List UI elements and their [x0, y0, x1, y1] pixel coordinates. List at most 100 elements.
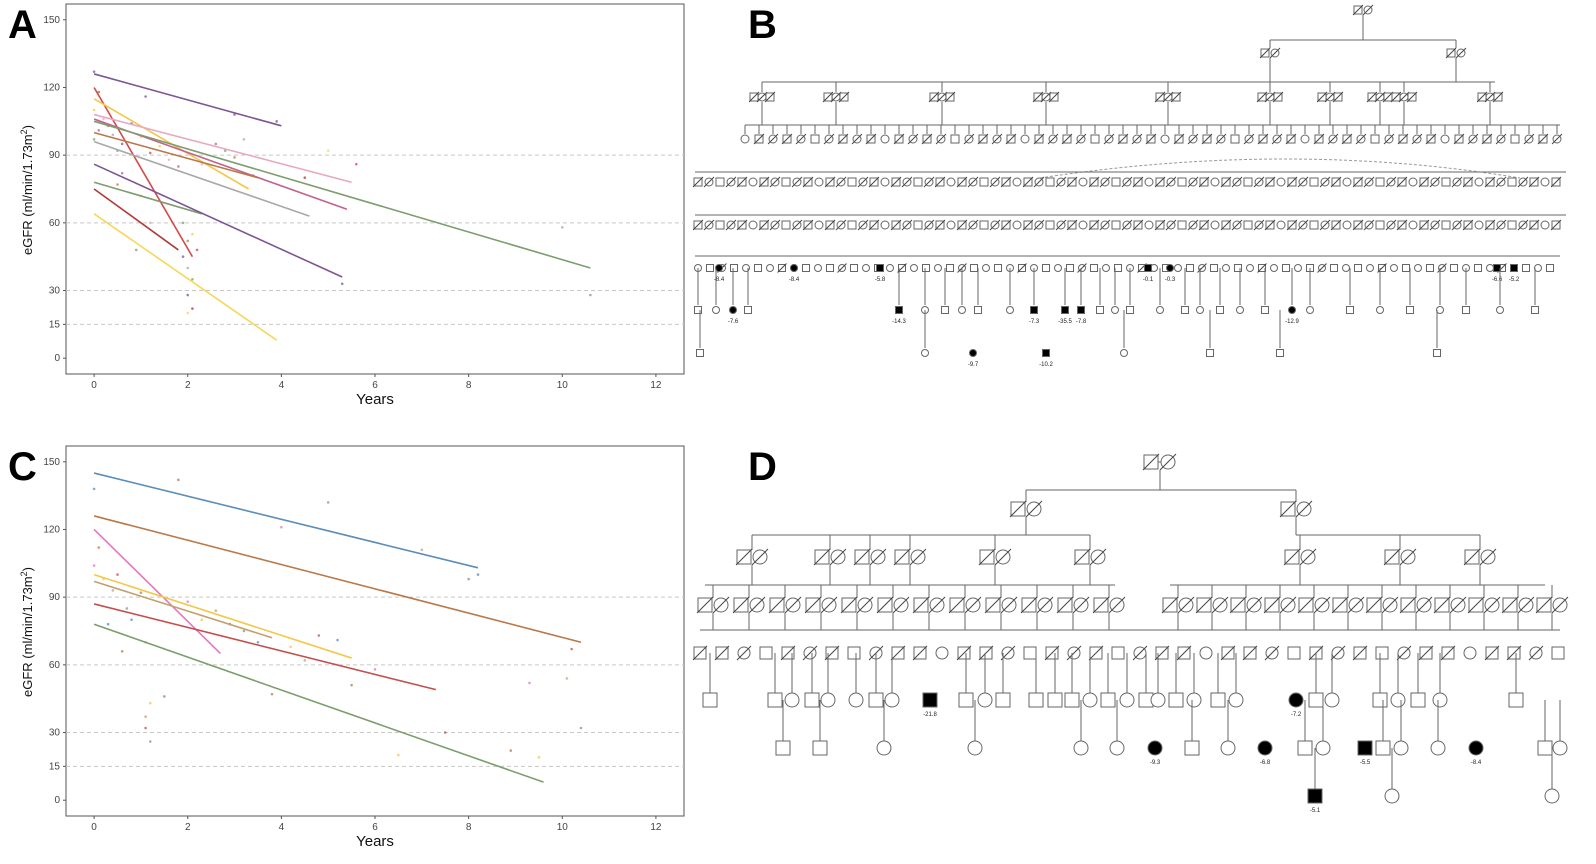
y-tick-label: 60	[49, 218, 61, 229]
deceased-mark	[1099, 219, 1111, 231]
female-symbol	[1294, 264, 1302, 272]
male-symbol	[1282, 264, 1290, 272]
male-symbol	[1047, 692, 1063, 708]
data-point	[420, 548, 424, 552]
affected-female	[1257, 740, 1273, 756]
affected-label: -12.9	[1285, 319, 1299, 325]
female-symbol	[1020, 134, 1030, 144]
male-symbol	[1042, 264, 1050, 272]
female-symbol	[1236, 306, 1244, 314]
male-symbol	[1261, 306, 1269, 314]
deceased-mark	[1383, 548, 1401, 566]
deceased-mark	[795, 133, 807, 145]
deceased-mark	[1044, 645, 1060, 661]
male-symbol	[696, 349, 704, 357]
deceased-mark	[1154, 91, 1166, 103]
data-point	[242, 629, 246, 633]
x-tick-label: 4	[279, 822, 285, 833]
male-symbol	[1177, 177, 1187, 187]
male-symbol	[1450, 264, 1458, 272]
deceased-mark	[921, 133, 933, 145]
y-tick-label: 30	[49, 286, 61, 297]
data-point	[195, 248, 199, 252]
deceased-mark	[967, 176, 979, 188]
male-symbol	[1354, 264, 1362, 272]
female-symbol	[1082, 692, 1098, 708]
male-symbol	[1309, 177, 1319, 187]
deceased-mark	[1324, 91, 1336, 103]
deceased-mark	[1396, 176, 1408, 188]
affected-label: -5.8	[875, 277, 886, 283]
data-point	[303, 176, 307, 180]
y-axis-label: eGFR (ml/min/1.73m2)	[19, 567, 35, 697]
male-symbol	[1181, 306, 1189, 314]
female-symbol	[1276, 177, 1286, 187]
deceased-mark	[1341, 133, 1353, 145]
female-symbol	[1073, 740, 1089, 756]
male-symbol	[1045, 220, 1055, 230]
data-point	[102, 117, 105, 121]
deceased-mark	[853, 548, 871, 566]
male-symbol	[1441, 177, 1451, 187]
deceased-mark	[994, 548, 1012, 566]
deceased-mark	[1492, 91, 1504, 103]
female-symbol	[862, 264, 870, 272]
female-symbol	[880, 177, 890, 187]
deceased-mark	[934, 176, 946, 188]
deceased-mark	[1242, 645, 1258, 661]
deceased-mark	[865, 133, 877, 145]
deceased-mark	[893, 133, 905, 145]
deceased-mark	[1198, 176, 1210, 188]
deceased-mark	[1347, 596, 1365, 614]
deceased-mark	[725, 219, 737, 231]
deceased-mark	[1033, 176, 1045, 188]
deceased-mark	[1382, 91, 1394, 103]
deceased-mark	[1257, 133, 1269, 145]
affected-female	[715, 264, 723, 272]
deceased-mark	[1231, 219, 1243, 231]
female-symbol	[1160, 134, 1170, 144]
deceased-mark	[1330, 176, 1342, 188]
deceased-mark	[1313, 596, 1331, 614]
female-symbol	[876, 740, 892, 756]
deceased-mark	[822, 91, 834, 103]
data-point	[97, 546, 101, 549]
female-symbol	[1540, 220, 1550, 230]
deceased-mark	[1506, 645, 1522, 661]
deceased-mark	[1283, 548, 1301, 566]
female-symbol	[1342, 264, 1350, 272]
data-point	[200, 618, 204, 622]
deceased-mark	[1263, 596, 1281, 614]
male-symbol	[1186, 264, 1194, 272]
data-point	[280, 525, 283, 529]
deceased-mark	[857, 219, 869, 231]
female-symbol	[1111, 306, 1119, 314]
series-line	[93, 188, 179, 251]
x-tick-label: 2	[185, 380, 191, 391]
male-symbol	[913, 220, 923, 230]
female-symbol	[880, 134, 890, 144]
deceased-mark	[1445, 47, 1457, 59]
deceased-mark	[1453, 133, 1465, 145]
y-tick-label: 15	[49, 319, 61, 330]
x-tick-label: 12	[650, 380, 662, 391]
deceased-mark	[989, 176, 1001, 188]
data-point	[148, 151, 152, 155]
data-point	[177, 165, 180, 168]
deceased-mark	[1005, 133, 1017, 145]
deceased-mark	[1165, 219, 1177, 231]
series-line	[93, 623, 544, 783]
deceased-mark	[1462, 219, 1474, 231]
male-symbol	[1126, 306, 1134, 314]
y-tick-label: 30	[49, 728, 61, 739]
female-symbol	[1430, 740, 1446, 756]
male-symbol	[1375, 220, 1385, 230]
deceased-mark	[829, 548, 847, 566]
deceased-mark	[868, 176, 880, 188]
affected-male	[1144, 264, 1152, 272]
deceased-mark	[1279, 500, 1297, 518]
deceased-mark	[1132, 219, 1144, 231]
deceased-mark	[1229, 596, 1247, 614]
male-symbol	[1111, 177, 1121, 187]
female-symbol	[820, 692, 836, 708]
